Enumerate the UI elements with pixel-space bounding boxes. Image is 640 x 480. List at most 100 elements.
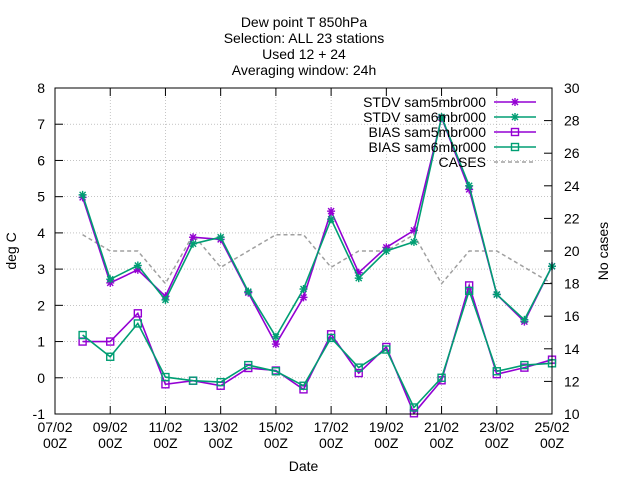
x-tick-label: 19/02 bbox=[369, 419, 404, 435]
marker-stroke bbox=[327, 215, 335, 223]
title-line: Dew point T 850hPa bbox=[241, 14, 368, 30]
title-line: Selection: ALL 23 stations bbox=[224, 30, 385, 46]
y-tick-label: -1 bbox=[33, 406, 46, 422]
data-point bbox=[510, 127, 520, 137]
y-tick-label: 6 bbox=[37, 152, 45, 168]
data-point bbox=[520, 315, 529, 324]
x-tick-label: 25/02 bbox=[534, 419, 569, 435]
x-tick-label: 00Z bbox=[98, 435, 123, 451]
legend-label: BIAS sam6mbr000 bbox=[369, 139, 487, 155]
y2-tick-label: 26 bbox=[564, 145, 580, 161]
data-point bbox=[78, 330, 87, 340]
data-point bbox=[511, 113, 519, 121]
legend-item: STDV sam5mbr000 bbox=[363, 94, 536, 110]
x-tick-label: 00Z bbox=[264, 435, 289, 451]
y2-tick-label: 22 bbox=[564, 210, 580, 226]
marker-stroke bbox=[438, 113, 446, 121]
data-point bbox=[409, 409, 419, 418]
y-axis-label: deg C bbox=[3, 232, 19, 269]
y2-tick-label: 28 bbox=[564, 113, 580, 129]
data-point bbox=[492, 367, 501, 376]
data-point bbox=[492, 290, 501, 299]
marker-stroke bbox=[161, 296, 169, 304]
data-point bbox=[437, 112, 446, 121]
x-tick-label: 00Z bbox=[485, 435, 510, 451]
y-tick-label: 0 bbox=[37, 370, 45, 386]
data-point bbox=[299, 381, 308, 390]
x-tick-label: 00Z bbox=[540, 435, 565, 451]
marker-stroke bbox=[300, 293, 307, 301]
marker-stroke bbox=[272, 340, 280, 348]
series-line bbox=[82, 282, 553, 415]
data-point bbox=[510, 142, 520, 152]
data-point bbox=[271, 340, 280, 349]
marker-stroke bbox=[465, 182, 473, 190]
marker-stroke bbox=[300, 285, 307, 293]
data-point bbox=[382, 247, 391, 255]
x-tick-label: 17/02 bbox=[314, 419, 349, 435]
y-tick-label: 4 bbox=[37, 225, 45, 241]
y-tick-label: 5 bbox=[37, 189, 45, 205]
legend-item: BIAS sam5mbr000 bbox=[369, 124, 536, 140]
data-point bbox=[437, 373, 446, 382]
marker-stroke bbox=[327, 207, 335, 215]
y2-tick-label: 18 bbox=[564, 276, 580, 292]
y-tick-label: 2 bbox=[37, 297, 45, 313]
data-point bbox=[133, 309, 143, 318]
y2-tick-label: 10 bbox=[564, 406, 580, 422]
data-point bbox=[78, 190, 87, 199]
marker-stroke bbox=[217, 233, 225, 241]
y-tick-label: 8 bbox=[37, 80, 45, 96]
x-axis-label: Date bbox=[289, 458, 319, 474]
x-tick-label: 00Z bbox=[319, 435, 344, 451]
marker-stroke bbox=[410, 238, 418, 246]
x-tick-label: 11/02 bbox=[148, 419, 182, 435]
y2-tick-label: 16 bbox=[564, 308, 580, 324]
data-point bbox=[326, 333, 336, 343]
series bbox=[82, 233, 553, 285]
data-point bbox=[299, 285, 308, 294]
data-point bbox=[271, 332, 280, 341]
marker-stroke bbox=[355, 274, 363, 282]
data-point bbox=[161, 295, 170, 304]
marker-stroke bbox=[511, 98, 519, 106]
data-point bbox=[244, 360, 253, 370]
marker-stroke bbox=[520, 316, 528, 324]
legend-label: STDV sam6mbr000 bbox=[363, 109, 486, 125]
data-point bbox=[106, 337, 115, 346]
data-point bbox=[189, 239, 198, 248]
y2-tick-label: 30 bbox=[564, 80, 580, 96]
data-point bbox=[520, 360, 529, 370]
legend-label: CASES bbox=[439, 154, 486, 170]
data-point bbox=[382, 345, 391, 354]
data-point bbox=[216, 233, 225, 242]
marker-stroke bbox=[189, 233, 197, 241]
data-point bbox=[244, 287, 253, 296]
marker-stroke bbox=[189, 240, 197, 248]
y2-tick-label: 14 bbox=[564, 341, 580, 357]
title-line: Averaging window: 24h bbox=[232, 62, 377, 78]
legend-item: CASES bbox=[439, 154, 536, 170]
data-point bbox=[216, 377, 225, 387]
marker-stroke bbox=[382, 247, 390, 255]
series bbox=[78, 112, 556, 341]
title-line: Used 12 + 24 bbox=[262, 46, 346, 62]
marker-stroke bbox=[511, 113, 519, 121]
series-line bbox=[81, 114, 553, 339]
marker-stroke bbox=[244, 288, 252, 296]
data-point bbox=[299, 293, 308, 302]
data-point bbox=[354, 368, 363, 378]
x-tick-label: 00Z bbox=[153, 435, 178, 451]
data-point bbox=[106, 352, 115, 361]
data-point bbox=[465, 181, 474, 190]
series-line bbox=[82, 233, 553, 285]
series-lines bbox=[78, 112, 557, 418]
data-point bbox=[133, 319, 143, 328]
x-tick-label: 00Z bbox=[429, 435, 454, 451]
x-tick-label: 09/02 bbox=[93, 419, 128, 435]
data-point bbox=[133, 261, 142, 270]
data-point bbox=[188, 376, 198, 385]
